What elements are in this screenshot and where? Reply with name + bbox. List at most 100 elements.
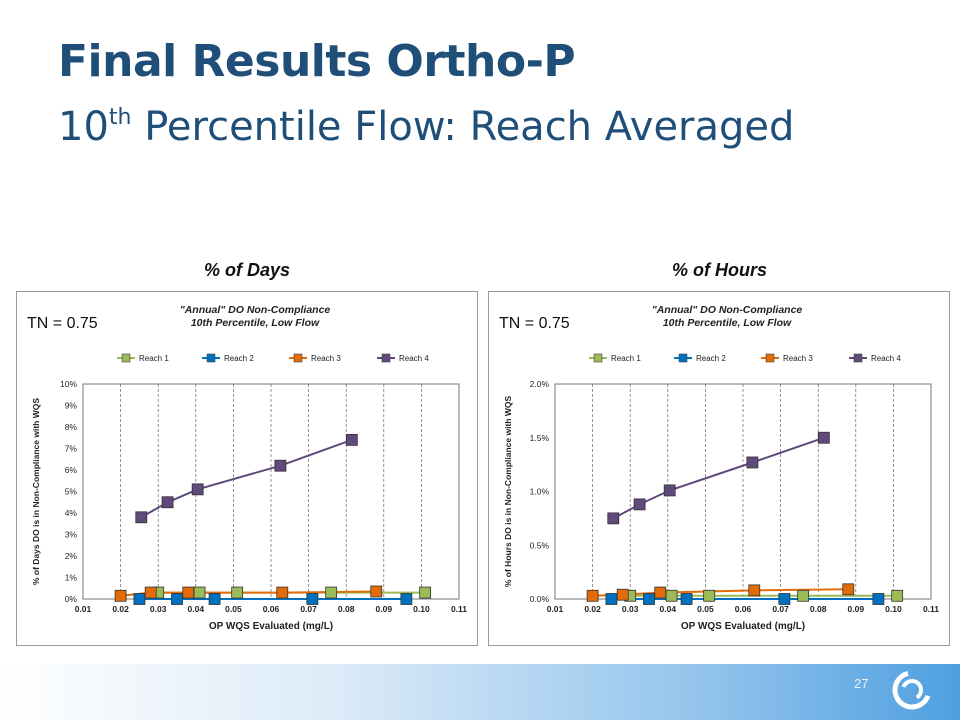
data-point-reach-1: [325, 586, 338, 599]
data-point-reach-3: [144, 586, 157, 599]
legend-marker-1: [593, 353, 603, 363]
chart-title-line1: "Annual" DO Non-Compliance: [180, 304, 331, 316]
footer-band: [0, 664, 960, 720]
chart-days-svg: TN = 0.75 "Annual" DO Non-Compliance10th …: [27, 304, 467, 632]
slide-subtitle: 10th Percentile Flow: Reach Averaged: [58, 104, 794, 150]
legend-marker-1: [121, 353, 131, 363]
data-point-reach-4: [746, 456, 759, 469]
legend-label-3: Reach 3: [783, 354, 813, 363]
legend-marker-4: [853, 353, 863, 363]
x-tick-label: 0.05: [225, 604, 242, 614]
x-tick-label: 0.01: [75, 604, 92, 614]
chart-days: TN = 0.75 "Annual" DO Non-Compliance 10th …: [16, 291, 478, 646]
legend-marker-2: [206, 353, 216, 363]
subtitle-number: 10: [58, 104, 109, 150]
x-tick-label: 0.05: [697, 604, 714, 614]
y-tick-label: 4%: [65, 508, 78, 518]
y-tick-label: 7%: [65, 444, 78, 454]
x-tick-label: 0.02: [584, 604, 601, 614]
x-tick-label: 0.09: [848, 604, 865, 614]
data-point-reach-4: [135, 511, 148, 524]
legend-label-2: Reach 2: [696, 354, 726, 363]
legend-label-4: Reach 4: [399, 354, 429, 363]
tn-annotation: TN = 0.75: [499, 315, 570, 332]
data-point-reach-4: [633, 498, 646, 511]
data-point-reach-4: [663, 484, 676, 497]
x-tick-label: 0.11: [451, 604, 467, 614]
data-point-reach-2: [400, 593, 413, 605]
data-point-reach-1: [703, 589, 716, 602]
logo-swirl-icon: [892, 670, 932, 710]
y-axis-label: % of Days DO is in Non-Compliance with W…: [31, 398, 41, 585]
data-point-reach-4: [161, 496, 174, 509]
y-tick-label: 6%: [65, 465, 78, 475]
x-tick-label: 0.07: [772, 604, 789, 614]
x-tick-label: 0.11: [923, 604, 939, 614]
y-tick-label: 0%: [65, 594, 78, 604]
legend-marker-2: [678, 353, 688, 363]
y-tick-label: 10%: [60, 379, 77, 389]
page-number: 27: [854, 676, 869, 691]
y-tick-label: 1.5%: [530, 433, 550, 443]
x-tick-label: 0.10: [413, 604, 430, 614]
x-tick-label: 0.04: [188, 604, 205, 614]
x-tick-label: 0.02: [112, 604, 129, 614]
panel-label-days: % of Days: [204, 260, 291, 280]
x-tick-label: 0.04: [660, 604, 677, 614]
data-point-reach-3: [842, 583, 855, 596]
data-point-reach-3: [616, 588, 629, 601]
data-point-reach-4: [274, 459, 287, 472]
legend-label-4: Reach 4: [871, 354, 901, 363]
x-axis-label: OP WQS Evaluated (mg/L): [209, 621, 333, 632]
chart-hours-svg: TN = 0.75 "Annual" DO Non-Compliance10th …: [499, 304, 939, 632]
y-axis-label: % of Hours DO is in Non-Compliance with …: [503, 396, 513, 588]
x-tick-label: 0.08: [338, 604, 355, 614]
data-point-reach-1: [891, 589, 904, 602]
data-point-reach-1: [419, 586, 432, 599]
subtitle-ordinal-suffix: th: [108, 105, 132, 130]
chart-hours: TN = 0.75 "Annual" DO Non-Compliance 10th …: [488, 291, 950, 646]
y-tick-label: 2%: [65, 551, 78, 561]
y-tick-label: 8%: [65, 422, 78, 432]
data-point-reach-4: [607, 512, 620, 525]
y-tick-label: 5%: [65, 487, 78, 497]
x-tick-label: 0.06: [735, 604, 752, 614]
x-tick-label: 0.01: [547, 604, 564, 614]
data-point-reach-1: [231, 586, 244, 599]
data-point-reach-2: [171, 593, 183, 605]
x-axis-label: OP WQS Evaluated (mg/L): [681, 621, 805, 632]
data-point-reach-3: [182, 586, 195, 599]
data-point-reach-2: [872, 593, 885, 605]
x-tick-label: 0.06: [263, 604, 280, 614]
chart-title-line2: 10th Percentile, Low Flow: [663, 317, 792, 329]
data-point-reach-2: [306, 593, 319, 605]
x-tick-label: 0.03: [622, 604, 639, 614]
legend-marker-4: [381, 353, 391, 363]
data-point-reach-3: [654, 586, 667, 599]
data-point-reach-3: [276, 586, 289, 599]
data-point-reach-2: [680, 593, 693, 605]
data-point-reach-4: [345, 433, 358, 446]
y-tick-label: 0.0%: [530, 594, 550, 604]
x-tick-label: 0.08: [810, 604, 827, 614]
legend-label-1: Reach 1: [139, 354, 169, 363]
data-point-reach-1: [193, 586, 206, 599]
tn-annotation: TN = 0.75: [27, 315, 98, 332]
legend-label-3: Reach 3: [311, 354, 341, 363]
y-tick-label: 9%: [65, 401, 78, 411]
x-tick-label: 0.09: [376, 604, 393, 614]
chart-title-line2: 10th Percentile, Low Flow: [191, 317, 320, 329]
x-tick-label: 0.07: [300, 604, 317, 614]
legend-label-2: Reach 2: [224, 354, 254, 363]
data-point-reach-4: [191, 483, 204, 496]
data-point-reach-2: [778, 593, 791, 605]
subtitle-text: Percentile Flow: Reach Averaged: [131, 104, 795, 150]
y-tick-label: 1.0%: [530, 487, 550, 497]
x-tick-label: 0.03: [150, 604, 167, 614]
data-point-reach-3: [586, 589, 599, 602]
data-point-reach-4: [817, 431, 830, 444]
data-point-reach-2: [643, 593, 655, 605]
data-point-reach-1: [797, 589, 810, 602]
y-tick-label: 0.5%: [530, 540, 550, 550]
y-tick-label: 2.0%: [530, 379, 550, 389]
